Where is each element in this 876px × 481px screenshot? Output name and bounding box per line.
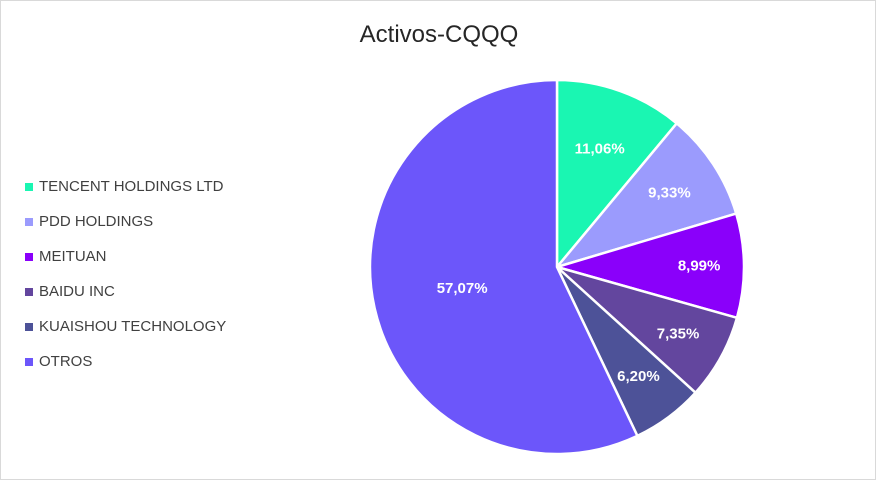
legend-label: TENCENT HOLDINGS LTD xyxy=(39,178,224,195)
legend-swatch xyxy=(25,182,33,191)
legend-item-otros: OTROS xyxy=(25,344,226,379)
legend-swatch xyxy=(25,322,33,331)
legend-item-meituan: MEITUAN xyxy=(25,239,226,274)
legend-swatch xyxy=(25,287,33,296)
legend-item-tencent: TENCENT HOLDINGS LTD xyxy=(25,169,226,204)
pie-slice-pdd xyxy=(553,121,738,270)
legend: TENCENT HOLDINGS LTD PDD HOLDINGS MEITUA… xyxy=(25,169,226,379)
data-label-kuaishou: 6,20% xyxy=(617,368,660,385)
data-label-baidu: 7,35% xyxy=(657,326,700,343)
legend-swatch xyxy=(25,217,33,226)
data-label-pdd: 9,33% xyxy=(648,184,691,201)
data-label-tencent: 11,06% xyxy=(575,141,625,158)
legend-label: KUAISHOU TECHNOLOGY xyxy=(39,318,227,335)
pie-slice-meituan xyxy=(552,212,746,320)
legend-item-kuaishou: KUAISHOU TECHNOLOGY xyxy=(25,309,226,344)
data-label-otros: 57,07% xyxy=(437,280,488,297)
pie-slice-tencent xyxy=(555,78,679,271)
legend-swatch xyxy=(25,357,33,366)
legend-label: PDD HOLDINGS xyxy=(39,213,154,230)
legend-item-baidu: BAIDU INC xyxy=(25,274,226,309)
legend-label: OTROS xyxy=(39,353,93,370)
pie-slice-otros xyxy=(368,78,640,456)
data-label-meituan: 8,99% xyxy=(678,257,721,274)
legend-item-pdd: PDD HOLDINGS xyxy=(25,204,226,239)
legend-label: BAIDU INC xyxy=(39,283,115,300)
legend-swatch xyxy=(25,252,33,261)
chart-title: Activos-CQQQ xyxy=(359,21,519,48)
legend-label: MEITUAN xyxy=(39,248,107,265)
